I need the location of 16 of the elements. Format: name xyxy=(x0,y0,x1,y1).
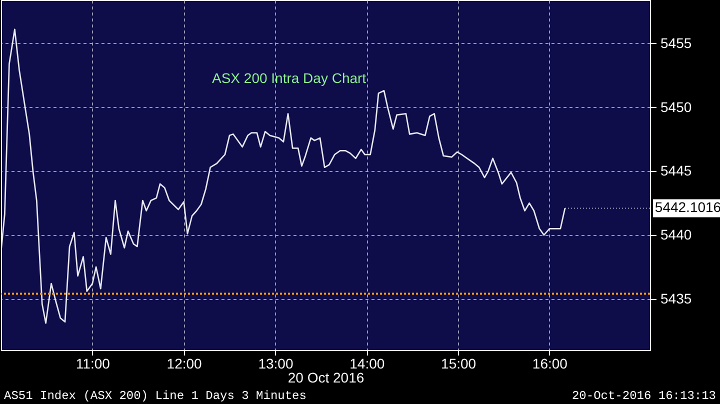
text: ASX 200 Intra Day Chart xyxy=(212,70,366,86)
y-tick-label: 5450 xyxy=(660,98,692,115)
y-tick-label: 5455 xyxy=(660,34,692,51)
y-tick-label: 5445 xyxy=(660,162,692,179)
y-tick-label: 5440 xyxy=(660,226,692,243)
x-tick-label: 16:00 xyxy=(532,356,568,372)
y-tick-label: 5435 xyxy=(660,290,692,306)
text: 20-Oct-2016 16:13:13 xyxy=(572,389,716,403)
x-tick-label: 15:00 xyxy=(441,356,476,372)
x-tick-label: 14:00 xyxy=(350,356,385,372)
x-axis-title: 20 Oct 2016 xyxy=(288,370,364,386)
x-tick-label: 13:00 xyxy=(258,356,294,372)
line-series xyxy=(1,28,566,324)
x-tick-label: 11:00 xyxy=(76,356,110,372)
x-tick-label: 12:00 xyxy=(166,356,202,372)
text: AS51 Index (ASX 200) Line 1 Days 3 Minutes xyxy=(4,389,306,403)
